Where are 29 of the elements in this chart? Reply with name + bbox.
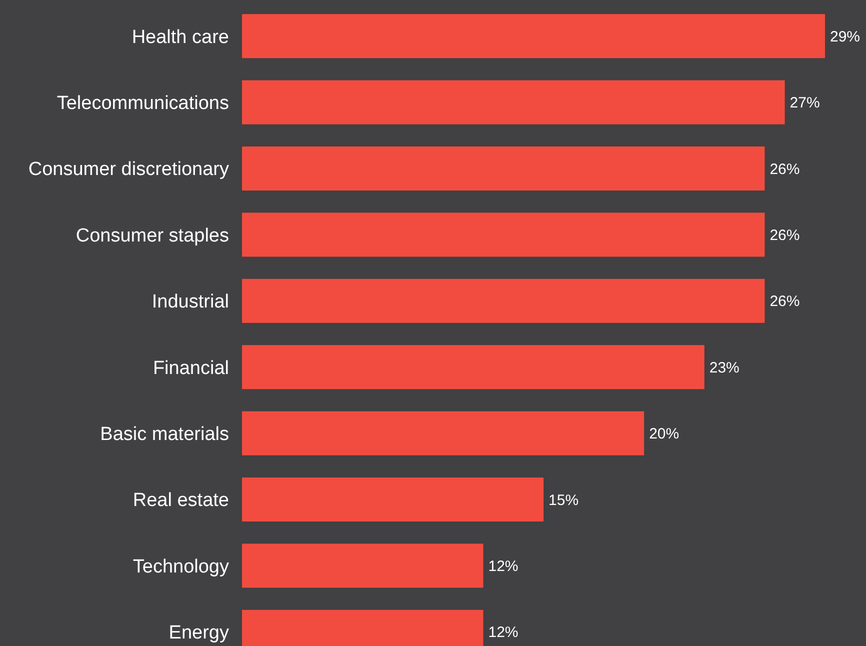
data-label: 26% — [770, 293, 800, 310]
bar — [242, 477, 544, 522]
bar — [242, 80, 785, 124]
data-label: 29% — [830, 28, 860, 46]
y-tick-label: Energy — [168, 622, 230, 644]
data-label: 23% — [709, 359, 740, 376]
y-tick-label: Telecommunications — [56, 92, 229, 114]
data-label: 12% — [488, 624, 518, 642]
y-tick-label: Consumer staples — [76, 225, 229, 246]
y-tick-label: Financial — [152, 358, 229, 379]
data-label: 26% — [770, 160, 800, 178]
data-label: 20% — [649, 426, 680, 443]
data-label: 27% — [790, 94, 820, 112]
bar — [242, 278, 765, 323]
y-tick-label: Real estate — [132, 490, 229, 512]
bar — [242, 411, 644, 456]
bar — [242, 345, 704, 390]
bar — [242, 146, 765, 191]
bar — [242, 212, 765, 257]
y-tick-label: Health care — [132, 26, 229, 48]
bar — [242, 14, 825, 58]
y-tick-label: Consumer discretionary — [28, 159, 230, 180]
data-label: 12% — [488, 558, 518, 575]
data-label: 26% — [770, 226, 800, 244]
y-tick-label: Technology — [132, 556, 230, 578]
y-tick-label: Industrial — [152, 292, 229, 313]
bar — [242, 544, 484, 588]
y-tick-label: Basic materials — [100, 424, 229, 445]
data-label: 15% — [548, 492, 579, 509]
